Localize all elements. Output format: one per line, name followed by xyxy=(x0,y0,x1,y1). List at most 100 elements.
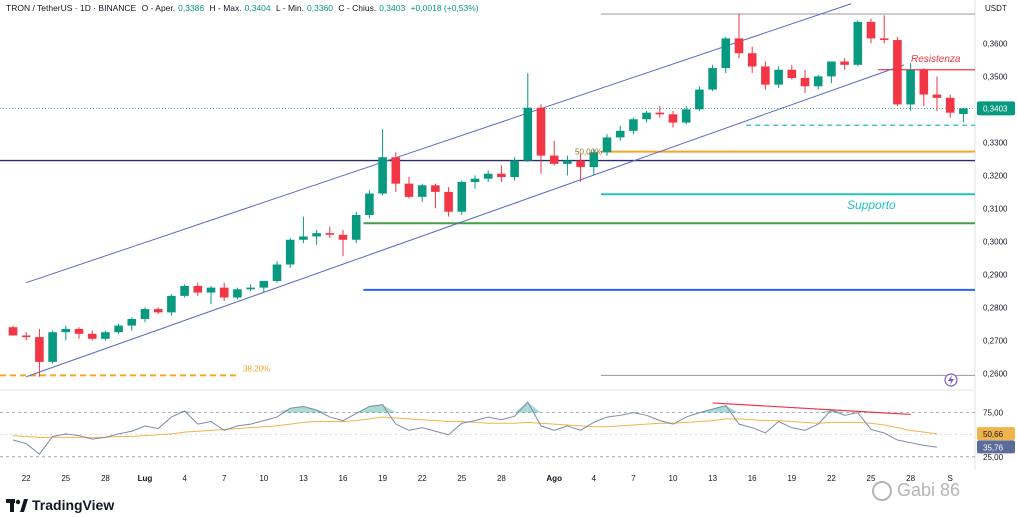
candle-body xyxy=(880,38,889,40)
price-tick-label[interactable]: 0,3000 xyxy=(983,237,1008,246)
tradingview-logo[interactable]: TradingView xyxy=(6,497,114,513)
watermark: Gabi 86 xyxy=(872,480,960,501)
candle-body xyxy=(642,113,651,120)
rsi-overbought-fill xyxy=(528,402,541,413)
candle-body xyxy=(708,68,717,89)
watermark-text: Gabi 86 xyxy=(897,480,960,501)
time-tick-label[interactable]: 7 xyxy=(631,474,636,483)
rsi-overbought-fill xyxy=(713,406,726,413)
symbol-label[interactable]: TRON / TetherUS · 1D · BINANCE xyxy=(6,3,136,13)
candle xyxy=(854,20,863,66)
candle xyxy=(735,14,744,59)
time-tick-label[interactable]: 4 xyxy=(592,474,597,483)
candle-body xyxy=(524,108,533,161)
time-axis: 22 25 28 Lug 4 7 10 13 16 19 22 25 28 Ago 4 7 10 13 16 19 22… xyxy=(22,474,953,483)
candle-body xyxy=(378,157,387,193)
price-chart[interactable]: 75,0025,0050,6635,76 0,36000,35000,34000… xyxy=(0,0,1017,517)
time-tick-label[interactable]: 10 xyxy=(259,474,268,483)
price-axis: 0,36000,35000,34000,33000,32000,31000,30… xyxy=(977,39,1015,378)
candle xyxy=(418,184,427,202)
candle xyxy=(537,104,546,173)
price-tick-label[interactable]: 0,2700 xyxy=(983,336,1008,345)
rsi-line xyxy=(13,402,937,454)
candle-body xyxy=(946,98,955,113)
time-tick-label[interactable]: 16 xyxy=(748,474,757,483)
candle xyxy=(814,75,823,90)
price-tick-label[interactable]: 0,2900 xyxy=(983,270,1008,279)
candle-body xyxy=(867,22,876,39)
time-tick-label[interactable]: 13 xyxy=(299,474,308,483)
rsi-tick-label: 25,00 xyxy=(983,453,1004,462)
candle-body xyxy=(959,108,968,114)
time-tick-label[interactable]: 13 xyxy=(708,474,717,483)
candle xyxy=(524,73,533,162)
candle-body xyxy=(827,62,836,77)
close-value: 0,3403 xyxy=(379,3,405,13)
time-tick-label[interactable]: 28 xyxy=(497,474,506,483)
time-tick-label[interactable]: 19 xyxy=(787,474,796,483)
candle-body xyxy=(722,38,731,68)
price-tick-label[interactable]: 0,3300 xyxy=(983,138,1008,147)
rsi-tick-label: 75,00 xyxy=(983,409,1004,418)
candle-body xyxy=(35,337,44,362)
time-tick-label[interactable]: 22 xyxy=(418,474,427,483)
fib-50-label: 50,00% xyxy=(575,148,602,157)
candle-body xyxy=(22,335,31,337)
candle xyxy=(629,118,638,135)
candle-body xyxy=(603,137,612,152)
candle-body xyxy=(471,179,480,182)
fib-382-label: 38,20% xyxy=(243,364,270,373)
candle-body xyxy=(114,326,123,333)
candle xyxy=(312,230,321,245)
candle-body xyxy=(405,184,414,197)
candle-body xyxy=(260,281,269,288)
price-tick-label[interactable]: 0,3100 xyxy=(983,204,1008,213)
time-tick-label[interactable]: 10 xyxy=(669,474,678,483)
candle-body xyxy=(194,286,203,293)
time-tick-label[interactable]: 22 xyxy=(827,474,836,483)
candle-body xyxy=(563,161,572,164)
candle xyxy=(695,86,704,111)
candle-body xyxy=(154,309,163,312)
time-tick-label[interactable]: 25 xyxy=(61,474,70,483)
price-tick-label[interactable]: 0,2600 xyxy=(983,369,1008,378)
time-tick-label[interactable]: 19 xyxy=(378,474,387,483)
candle xyxy=(220,283,229,301)
candle xyxy=(128,317,137,330)
time-tick-label[interactable]: 25 xyxy=(457,474,466,483)
time-tick-label[interactable]: Lug xyxy=(138,474,153,483)
brand-name: TradingView xyxy=(32,497,114,513)
open-value: 0,3386 xyxy=(178,3,204,13)
candle xyxy=(563,156,572,176)
watermark-icon xyxy=(872,481,892,501)
lightning-icon[interactable] xyxy=(945,374,957,386)
time-tick-label[interactable]: 16 xyxy=(339,474,348,483)
candle xyxy=(867,19,876,44)
time-tick-label[interactable]: Ago xyxy=(546,474,562,483)
price-tick-label[interactable]: 0,3500 xyxy=(983,72,1008,81)
rsi-overbought-fill xyxy=(383,405,396,413)
candle-body xyxy=(748,53,757,66)
candle xyxy=(141,307,150,322)
axis-currency[interactable]: USDT xyxy=(985,4,1007,13)
candle-body xyxy=(352,215,361,240)
candle xyxy=(35,329,44,377)
time-tick-label[interactable]: 28 xyxy=(101,474,110,483)
candle xyxy=(471,175,480,188)
channel-lower-line xyxy=(26,65,904,377)
time-tick-label[interactable]: 4 xyxy=(182,474,187,483)
price-tick-label[interactable]: 0,3600 xyxy=(983,39,1008,48)
candle xyxy=(801,70,810,93)
candle-body xyxy=(537,108,546,156)
candle xyxy=(550,141,559,166)
candle xyxy=(959,108,968,123)
price-tick-label[interactable]: 0,2800 xyxy=(983,303,1008,312)
price-tick-label[interactable]: 0,3200 xyxy=(983,171,1008,180)
time-tick-label[interactable]: 22 xyxy=(22,474,31,483)
rsi-ma-label: 50,66 xyxy=(983,430,1004,439)
candle xyxy=(788,65,797,80)
candle-body xyxy=(801,78,810,86)
time-tick-label[interactable]: 7 xyxy=(222,474,227,483)
high-label: H - Max. xyxy=(210,3,242,13)
candle xyxy=(946,95,955,118)
